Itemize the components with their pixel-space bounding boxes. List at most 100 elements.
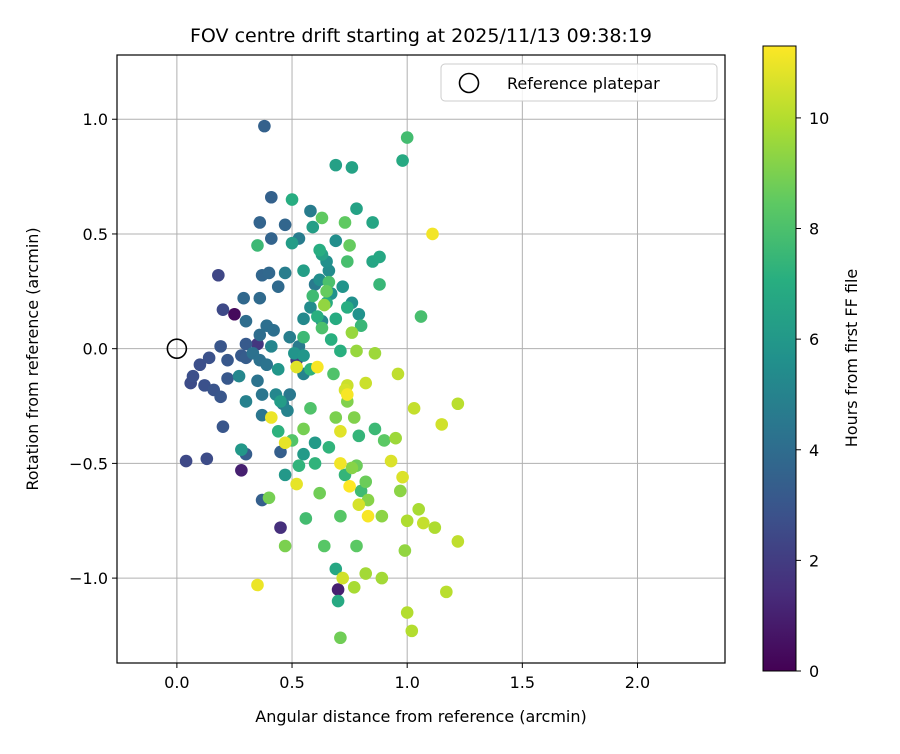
- data-point: [304, 402, 317, 415]
- x-tick-label: 0.5: [279, 673, 304, 692]
- data-point: [212, 268, 225, 282]
- y-tick-label: −0.5: [69, 454, 108, 473]
- data-point: [341, 388, 354, 401]
- data-point: [271, 280, 285, 294]
- data-point: [255, 388, 269, 401]
- data-point: [343, 239, 356, 252]
- data-point: [253, 328, 267, 342]
- data-point: [400, 131, 414, 144]
- data-point: [271, 363, 285, 376]
- data-point: [297, 330, 310, 344]
- data-point: [352, 498, 366, 511]
- data-point: [361, 509, 375, 523]
- data-point: [216, 303, 230, 316]
- y-tick-label: 1.0: [83, 110, 108, 129]
- data-point: [407, 402, 421, 415]
- data-point: [329, 158, 343, 172]
- data-point: [334, 457, 347, 470]
- data-point: [253, 291, 267, 305]
- data-point: [350, 202, 363, 216]
- data-point: [393, 484, 407, 498]
- data-point: [426, 227, 439, 241]
- data-point: [315, 211, 329, 225]
- data-point: [304, 204, 317, 218]
- x-axis-ticks: 0.0 0.5 1.0 1.5 2.0: [164, 663, 650, 692]
- colorbar-tick-label: 10: [809, 109, 829, 128]
- data-point: [373, 278, 386, 291]
- y-axis-label: Rotation from reference (arcmin): [23, 227, 42, 490]
- data-point: [417, 516, 430, 530]
- data-point: [334, 424, 347, 438]
- x-axis-label: Angular distance from reference (arcmin): [255, 707, 586, 726]
- data-point: [329, 562, 343, 576]
- data-point: [354, 319, 368, 333]
- data-point: [336, 280, 349, 294]
- data-point: [359, 376, 373, 390]
- data-point: [258, 119, 271, 133]
- data-point: [265, 340, 278, 353]
- data-point: [232, 369, 246, 383]
- data-point: [345, 326, 359, 339]
- data-point: [331, 594, 345, 608]
- data-point: [373, 250, 386, 264]
- data-point: [193, 358, 207, 372]
- colorbar-tick-label: 8: [809, 220, 819, 239]
- data-point: [262, 266, 276, 280]
- data-point: [251, 239, 264, 252]
- data-point: [228, 307, 241, 321]
- data-point: [329, 234, 343, 248]
- y-tick-label: 0.0: [83, 340, 108, 359]
- data-point: [292, 459, 306, 472]
- data-point: [400, 514, 414, 528]
- data-point: [237, 291, 250, 305]
- data-point: [278, 436, 292, 450]
- data-point: [297, 349, 310, 362]
- data-point: [283, 388, 297, 401]
- data-point: [412, 502, 425, 516]
- data-point: [331, 583, 345, 596]
- data-point: [283, 330, 297, 344]
- colorbar-tick-label: 0: [809, 662, 819, 681]
- data-point: [398, 544, 412, 557]
- data-point: [186, 369, 200, 383]
- data-point: [267, 324, 280, 337]
- data-point: [313, 243, 326, 257]
- data-point: [366, 216, 379, 229]
- data-point: [327, 367, 340, 381]
- data-point: [306, 220, 320, 234]
- data-point: [405, 624, 419, 638]
- data-point: [336, 571, 349, 585]
- data-point: [414, 310, 428, 323]
- data-point: [251, 374, 264, 388]
- data-point: [297, 312, 310, 326]
- data-point: [297, 264, 310, 277]
- data-point: [396, 470, 409, 484]
- data-point: [278, 266, 292, 280]
- legend: Reference platepar: [440, 63, 718, 102]
- y-tick-label: 0.5: [83, 225, 108, 244]
- data-point: [350, 539, 363, 553]
- data-point: [297, 447, 310, 461]
- data-point: [202, 351, 216, 365]
- data-point: [214, 390, 227, 404]
- data-point: [350, 344, 363, 358]
- data-point: [352, 307, 366, 321]
- data-point: [221, 353, 234, 367]
- data-point: [347, 411, 361, 424]
- data-point: [334, 509, 347, 523]
- data-point: [377, 434, 391, 447]
- data-point: [428, 521, 442, 534]
- data-point: [451, 535, 465, 548]
- data-point: [338, 216, 352, 229]
- data-point: [265, 232, 278, 245]
- data-point: [400, 606, 414, 619]
- data-point: [221, 372, 234, 385]
- data-point: [290, 477, 303, 491]
- data-point: [352, 429, 366, 443]
- data-point: [320, 285, 333, 298]
- data-point: [368, 346, 382, 360]
- data-point: [281, 404, 294, 417]
- colorbar-gradient: [762, 45, 797, 672]
- data-point: [260, 358, 273, 372]
